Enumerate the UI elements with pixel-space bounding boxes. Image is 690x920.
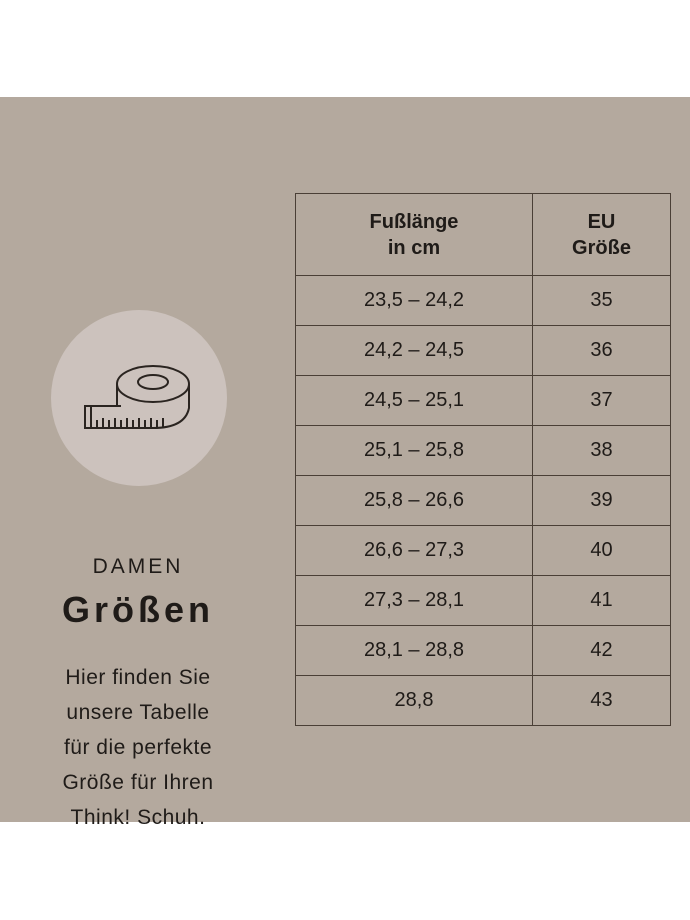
eu-size-cell: 36 bbox=[532, 325, 671, 376]
table-row: 24,2 – 24,5 36 bbox=[295, 325, 671, 376]
table-row: 24,5 – 25,1 37 bbox=[295, 375, 671, 426]
description-line: für die perfekte bbox=[63, 736, 213, 759]
header-line: Größe bbox=[572, 236, 631, 259]
eu-size-cell: 42 bbox=[532, 625, 671, 676]
heading-large: Größen bbox=[61, 589, 214, 630]
table-row: 25,1 – 25,8 38 bbox=[295, 425, 671, 476]
foot-length-cell: 24,5 – 25,1 bbox=[295, 375, 533, 426]
table-row: 28,1 – 28,8 42 bbox=[295, 625, 671, 676]
header-eu-size: EU Größe bbox=[532, 193, 671, 276]
header-foot-length: Fußlänge in cm bbox=[295, 193, 533, 276]
table-row: 27,3 – 28,1 41 bbox=[295, 575, 671, 626]
description-line: Think! Schuh. bbox=[70, 806, 206, 829]
eu-size-cell: 35 bbox=[532, 275, 671, 326]
foot-length-cell: 28,1 – 28,8 bbox=[295, 625, 533, 676]
table-row: 23,5 – 24,2 35 bbox=[295, 275, 671, 326]
foot-length-cell: 27,3 – 28,1 bbox=[295, 575, 533, 626]
table-row: 26,6 – 27,3 40 bbox=[295, 525, 671, 576]
description: Hier finden Sie unsere Tabelle für die p… bbox=[0, 660, 276, 835]
foot-length-cell: 26,6 – 27,3 bbox=[295, 525, 533, 576]
foot-length-cell: 23,5 – 24,2 bbox=[295, 275, 533, 326]
header-line: EU bbox=[587, 210, 616, 233]
foot-length-cell: 25,8 – 26,6 bbox=[295, 475, 533, 526]
header-line: Fußlänge bbox=[369, 210, 459, 233]
eu-size-cell: 40 bbox=[532, 525, 671, 576]
eu-size-cell: 37 bbox=[532, 375, 671, 426]
eu-size-cell: 41 bbox=[532, 575, 671, 626]
measuring-tape-icon bbox=[84, 365, 190, 429]
table-row: 25,8 – 26,6 39 bbox=[295, 475, 671, 526]
table-row: 28,8 43 bbox=[295, 675, 671, 726]
eu-size-cell: 38 bbox=[532, 425, 671, 476]
description-line: Größe für Ihren bbox=[62, 771, 214, 794]
header-line: in cm bbox=[387, 236, 441, 259]
foot-length-cell: 24,2 – 24,5 bbox=[295, 325, 533, 376]
size-table: Fußlänge in cm EU Größe 23,5 – 24,2 35 24,2 … bbox=[295, 193, 671, 726]
foot-length-cell: 28,8 bbox=[295, 675, 533, 726]
foot-length-cell: 25,1 – 25,8 bbox=[295, 425, 533, 476]
eu-size-cell: 43 bbox=[532, 675, 671, 726]
header-row: Fußlänge in cm EU Größe bbox=[295, 193, 671, 276]
description-line: unsere Tabelle bbox=[66, 701, 210, 724]
description-line: Hier finden Sie bbox=[65, 666, 211, 689]
heading-small: DAMEN bbox=[92, 555, 184, 578]
icon-circle bbox=[51, 310, 227, 486]
eu-size-cell: 39 bbox=[532, 475, 671, 526]
